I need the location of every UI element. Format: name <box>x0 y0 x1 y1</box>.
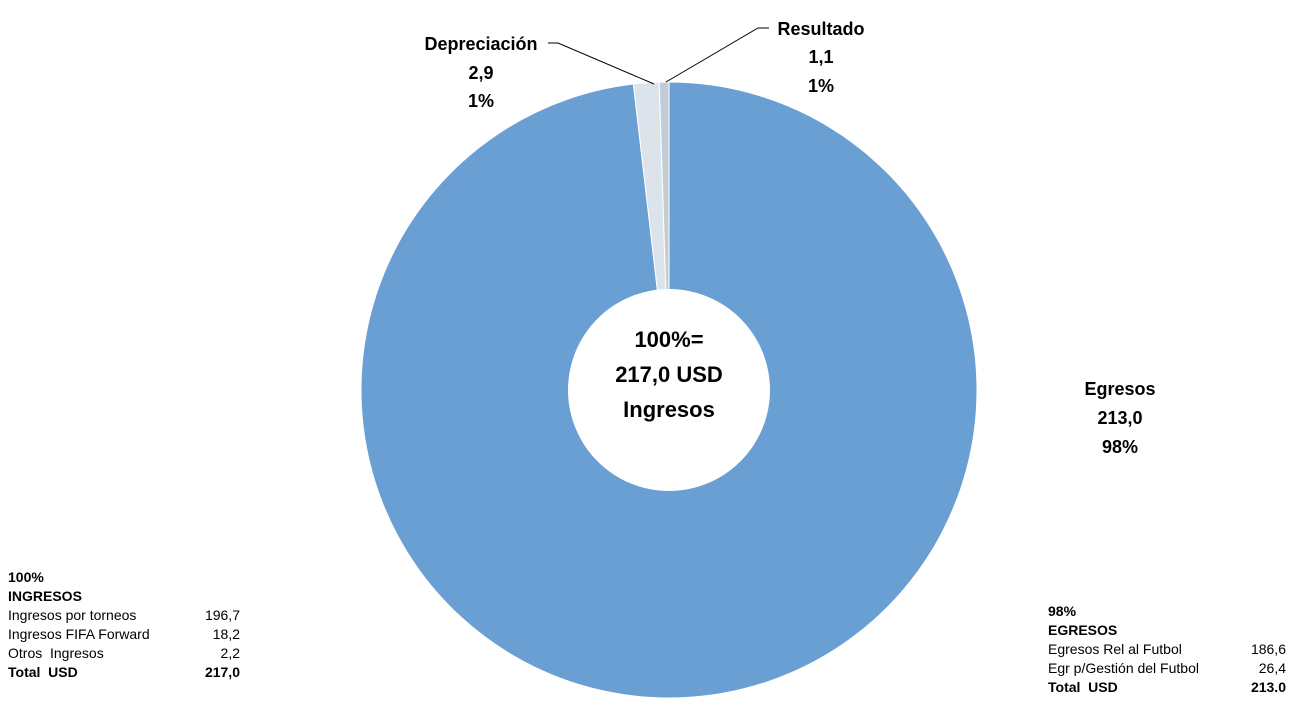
egresos-value-label: 213,0 <box>1097 408 1142 428</box>
resultado-leader-line <box>665 27 769 83</box>
egresos-summary-box: 98% EGRESOS Egresos Rel al Futbol 186,6 … <box>1048 602 1286 697</box>
egresos-pct: 98% <box>1048 603 1077 619</box>
ingresos-total-label: Total USD <box>8 664 78 680</box>
egresos-row-label: Egr p/Gestión del Futbol <box>1048 660 1199 676</box>
center-line-1: 100%= <box>634 327 703 352</box>
ingresos-total-value: 217,0 <box>204 664 240 680</box>
egresos-row: Egresos Rel al Futbol 186,6 <box>1048 640 1286 659</box>
depreciacion-leader-line <box>548 42 655 85</box>
ingresos-row: Ingresos por torneos 196,7 <box>8 606 240 625</box>
egresos-total-label: Total USD <box>1048 679 1118 695</box>
egresos-row: Egr p/Gestión del Futbol 26,4 <box>1048 659 1286 678</box>
egresos-title: EGRESOS <box>1048 622 1118 638</box>
ingresos-row-label: Otros Ingresos <box>8 645 104 661</box>
donut-hole <box>568 289 770 491</box>
ingresos-total-row: Total USD 217,0 <box>8 663 240 682</box>
ingresos-row-value: 2,2 <box>220 645 240 661</box>
egresos-total-row: Total USD 213.0 <box>1048 678 1286 697</box>
ingresos-row: Otros Ingresos 2,2 <box>8 644 240 663</box>
egresos-row-value: 186,6 <box>1250 641 1286 657</box>
depreciacion-pct-label: 1% <box>468 91 494 111</box>
egresos-row-value: 26,4 <box>1258 660 1286 676</box>
egresos-name-label: Egresos <box>1084 379 1155 399</box>
ingresos-row-label: Ingresos por torneos <box>8 607 137 623</box>
egresos-row-label: Egresos Rel al Futbol <box>1048 641 1182 657</box>
ingresos-row-value: 18,2 <box>212 626 240 642</box>
center-line-3: Ingresos <box>623 397 715 422</box>
egresos-pct-label: 98% <box>1102 437 1138 457</box>
resultado-pct-label: 1% <box>808 76 834 96</box>
depreciacion-value-label: 2,9 <box>468 63 493 83</box>
ingresos-row-label: Ingresos FIFA Forward <box>8 626 150 642</box>
ingresos-summary-box: 100% INGRESOS Ingresos por torneos 196,7… <box>8 568 240 682</box>
depreciacion-name-label: Depreciación <box>424 34 537 54</box>
ingresos-pct: 100% <box>8 569 44 585</box>
resultado-value-label: 1,1 <box>808 47 833 67</box>
resultado-name-label: Resultado <box>777 19 864 39</box>
egresos-total-value: 213.0 <box>1250 679 1286 695</box>
center-line-2: 217,0 USD <box>615 362 723 387</box>
ingresos-title: INGRESOS <box>8 588 82 604</box>
ingresos-row-value: 196,7 <box>204 607 240 623</box>
ingresos-row: Ingresos FIFA Forward 18,2 <box>8 625 240 644</box>
